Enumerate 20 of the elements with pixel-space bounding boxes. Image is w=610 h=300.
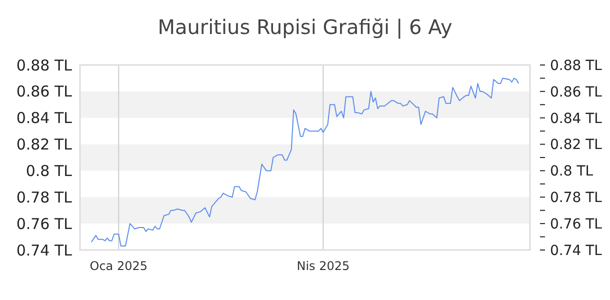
x-tick-label: Nis 2025 [296, 259, 350, 273]
y-tick-label: 0.86 TL [16, 82, 73, 101]
line-series [90, 78, 520, 247]
y2-tick-label: 0.74 TL [550, 242, 602, 259]
y-tick-label: 0.74 TL [16, 241, 73, 260]
y2-tick-label: 0.82 TL [550, 137, 602, 154]
y-tick-label: 0.78 TL [16, 188, 73, 206]
y-tick-label: 0.8 TL [26, 162, 73, 180]
y2-tick-label: 0.78 TL [550, 190, 602, 206]
y2-tick-label: 0.8 TL [550, 164, 594, 180]
y2-tick-label: 0.88 TL [550, 58, 602, 74]
y2-tick-label: 0.84 TL [550, 110, 602, 127]
x-tick-label: Oca 2025 [90, 259, 148, 273]
chart-title: Mauritius Rupisi Grafiği | 6 Ay [158, 15, 452, 39]
y2-tick-label: 0.86 TL [550, 84, 602, 100]
y-tick-label: 0.82 TL [16, 136, 73, 154]
y-tick-label: 0.84 TL [16, 109, 73, 128]
y2-tick-label: 0.76 TL [550, 216, 602, 232]
y-tick-label: 0.88 TL [16, 56, 73, 74]
y-tick-label: 0.76 TL [16, 214, 73, 233]
